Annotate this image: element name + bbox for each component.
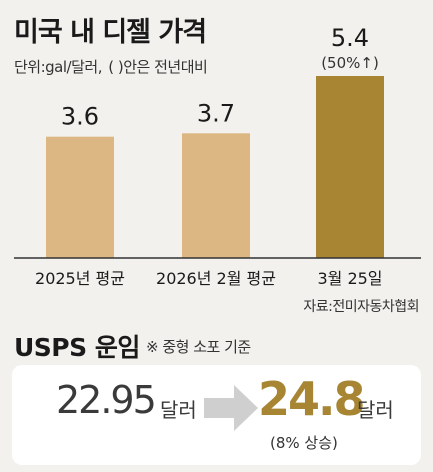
unit-label: 단위:gal/달러, — [14, 58, 102, 76]
right-arrow-icon — [204, 385, 258, 431]
usps-from-unit: 달러 — [160, 398, 197, 422]
source-label: 자료:전미자동차협회 — [303, 299, 419, 315]
bar-3 — [316, 76, 384, 258]
bar-2 — [182, 133, 250, 258]
usps-to-unit: 달러 — [357, 398, 394, 422]
category-label-1: 2025년 평균 — [35, 269, 125, 288]
value-label-1: 3.6 — [61, 103, 99, 131]
usps-note: ※ 중형 소포 기준 — [146, 338, 251, 356]
bar-1 — [46, 136, 114, 258]
usps-from-value: 22.95 — [56, 378, 157, 422]
value-label-2: 3.7 — [197, 99, 235, 127]
diesel-bar-chart: 3.6 2025년 평균 3.7 2026년 2월 평균 5.4 (50%↑) 3월 25일 — [14, 24, 421, 288]
unit-note: 단위:gal/달러, ( )안은 전년대비 — [14, 56, 208, 77]
category-label-2: 2026년 2월 평균 — [156, 269, 276, 288]
usps-title: USPS 운임 — [14, 333, 140, 362]
usps-to-change: (8% 상승) — [270, 434, 338, 452]
chart-title: 미국 내 디젤 가격 — [14, 17, 207, 48]
change-label-3: (50%↑) — [321, 54, 379, 72]
category-label-3: 3월 25일 — [317, 269, 382, 288]
value-label-3: 5.4 — [331, 24, 369, 52]
usps-to-value: 24.8 — [258, 372, 365, 426]
paren-note: ( )안은 전년대비 — [108, 58, 208, 76]
